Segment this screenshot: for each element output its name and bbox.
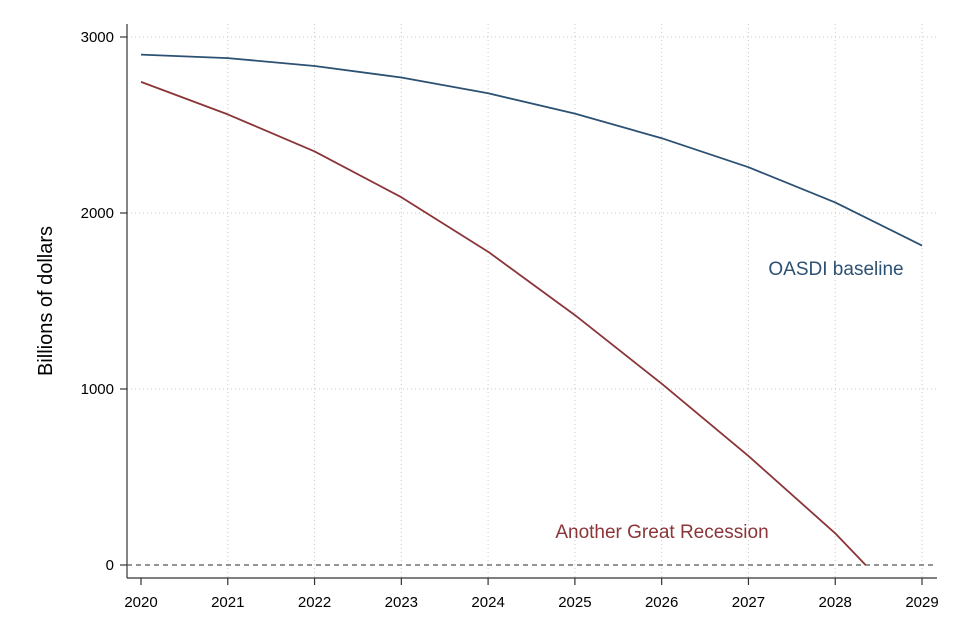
ticks: 2020 2021 2022 2023 2024 2025 2026 2027 2028 2029… [81,29,939,611]
series-label-another-great-recession: Another Great Recession [555,522,768,543]
y-axis-title: Billions of dollars [35,226,57,376]
series-label-oasdi-baseline: OASDI baseline [768,259,903,280]
grid [127,24,937,578]
x-tick-label: 2026 [645,594,678,611]
x-tick-label: 2022 [298,594,331,611]
x-tick-label: 2028 [819,594,852,611]
series-line-another-great-recession [140,81,867,566]
x-tick-label: 2021 [211,594,244,611]
x-tick-label: 2027 [732,594,765,611]
x-tick-label: 2029 [905,594,938,611]
series-line-oasdi-baseline [140,53,923,247]
y-tick-label: 0 [106,557,114,574]
y-tick-label: 3000 [81,29,114,46]
axes [126,24,937,579]
y-tick-label: 2000 [81,205,114,222]
x-tick-label: 2020 [124,594,157,611]
x-tick-label: 2024 [471,594,504,611]
y-tick-label: 1000 [81,381,114,398]
series [140,53,923,566]
x-tick-label: 2023 [385,594,418,611]
x-tick-label: 2025 [558,594,591,611]
